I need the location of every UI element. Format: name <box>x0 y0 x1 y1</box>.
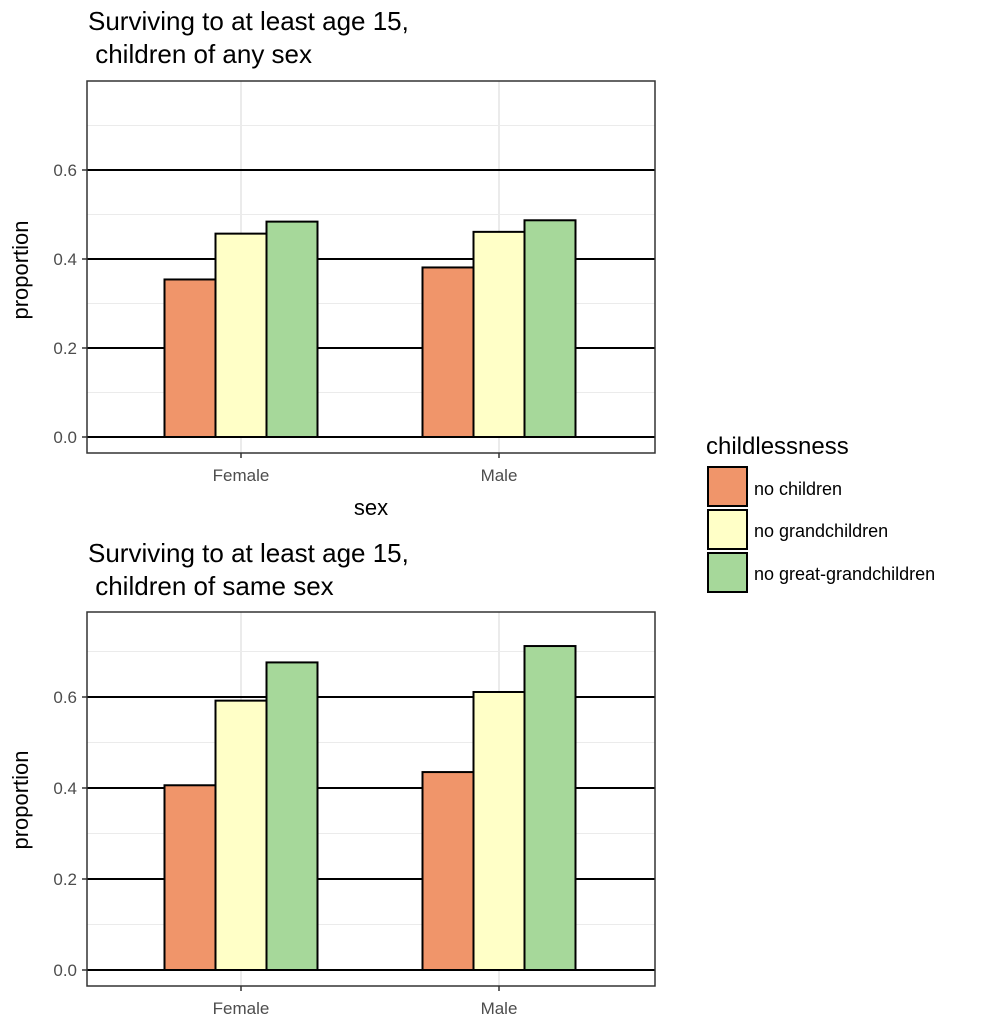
chart-2-panel-border <box>86 611 656 987</box>
chart-2-title-line-1: Surviving to at least age 15, <box>88 538 409 568</box>
chart-panel-2: Surviving to at least age 15, children o… <box>8 538 656 1018</box>
chart-1-y-tick-label: 0.2 <box>53 339 77 358</box>
chart-1-panel-border <box>86 80 656 454</box>
chart-2-title-line-2: children of same sex <box>88 571 334 601</box>
chart-panel-1: Surviving to at least age 15, children o… <box>8 6 656 520</box>
legend-label-no-great-grandchildren: no great-grandchildren <box>754 564 935 584</box>
chart-1-y-axis-title: proportion <box>8 220 33 319</box>
chart-1-bar-male-no-children <box>421 266 475 438</box>
chart-1-y-tick-label: 0.4 <box>53 250 77 269</box>
chart-1-x-tick-label-female: Female <box>213 466 270 485</box>
chart-2-bar-male-no-grandchildren <box>472 690 526 971</box>
chart-1-plot-area: 0.0 0.2 0.4 0.6 Female Male <box>53 80 656 485</box>
chart-2-y-axis-title: proportion <box>8 750 33 849</box>
chart-1-title-line-1: Surviving to at least age 15, <box>88 6 409 36</box>
chart-2-bar-female-no-children <box>163 784 217 972</box>
chart-2-bar-male-no-children <box>421 771 475 972</box>
chart-1-bar-female-no-grandchildren <box>214 232 268 438</box>
chart-2-x-tick-label-female: Female <box>213 999 270 1018</box>
chart-2-x-tick-label-male: Male <box>481 999 518 1018</box>
chart-2-plot-area: 0.0 0.2 0.4 0.6 Female Male <box>53 611 656 1018</box>
chart-1-bar-male-no-great-grandchildren <box>523 219 577 438</box>
chart-1-bar-female-no-great-grandchildren <box>265 220 319 438</box>
chart-1-bar-female-no-children <box>163 278 217 438</box>
chart-2-bar-female-no-grandchildren <box>214 699 268 971</box>
chart-2-bar-male-no-great-grandchildren <box>523 645 577 971</box>
chart-1-y-tick-label: 0.6 <box>53 161 77 180</box>
chart-2-y-tick-label: 0.6 <box>53 688 77 707</box>
chart-1-y-tick-label: 0.0 <box>53 428 77 447</box>
legend-title: childlessness <box>706 433 849 460</box>
legend-swatch-no-grandchildren <box>707 509 748 550</box>
chart-2-y-tick-label: 0.4 <box>53 779 77 798</box>
legend-swatch-no-children <box>707 466 748 507</box>
chart-1-title-line-2: children of any sex <box>88 39 312 69</box>
chart-1-bar-male-no-grandchildren <box>472 230 526 438</box>
chart-2-y-tick-label: 0.0 <box>53 961 77 980</box>
legend-label-no-children: no children <box>754 479 842 499</box>
chart-1-x-axis-title: sex <box>354 495 388 520</box>
legend: childlessness no children no grandchildr… <box>706 433 935 593</box>
chart-2-y-tick-label: 0.2 <box>53 870 77 889</box>
legend-label-no-grandchildren: no grandchildren <box>754 521 888 541</box>
chart-1-x-tick-label-male: Male <box>481 466 518 485</box>
chart-2-bar-female-no-great-grandchildren <box>265 661 319 971</box>
legend-swatch-no-great-grandchildren <box>707 552 748 593</box>
